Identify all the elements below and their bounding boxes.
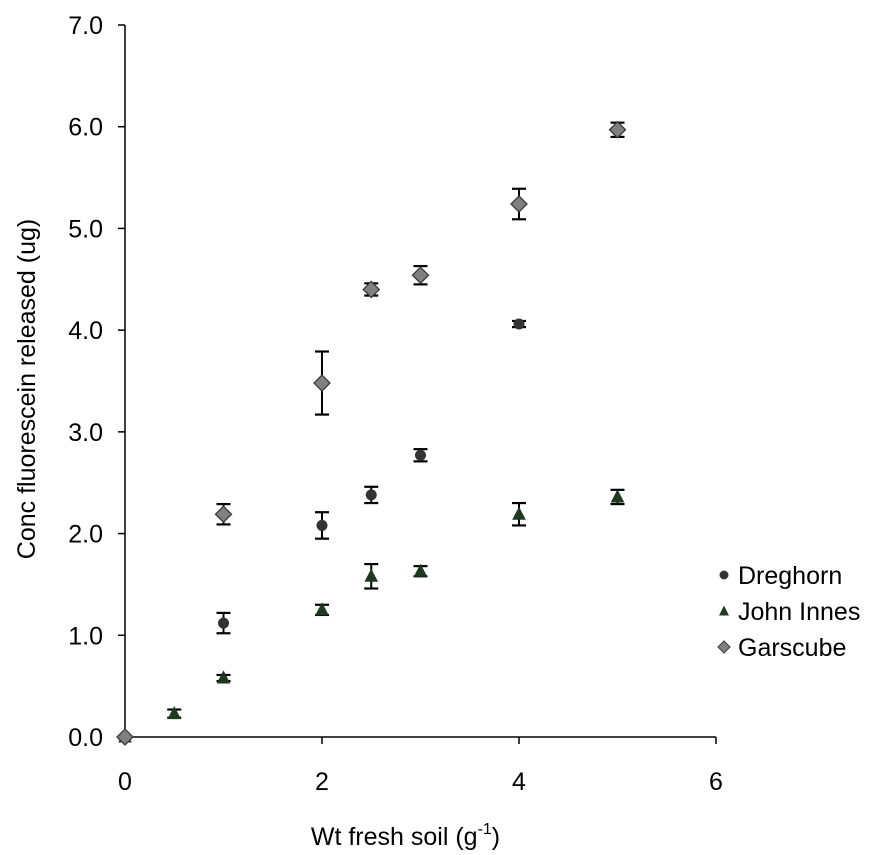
legend-label: Dreghorn [738, 562, 842, 590]
legend-item: Dreghorn [719, 562, 842, 590]
legend-label: John Innes [738, 598, 860, 626]
data-point [167, 706, 182, 720]
x-axis-label: Wt fresh soil (g-1) [311, 821, 500, 851]
y-tick-label: 3.0 [68, 419, 103, 447]
legend: Dreghorn John Innes Garscube [717, 562, 860, 662]
y-tick-label: 4.0 [68, 317, 103, 345]
data-point [364, 568, 379, 582]
data-point [413, 563, 428, 577]
data-point [415, 449, 426, 461]
x-axis-label-superscript: -1 [478, 821, 492, 838]
y-axis-ticks: 0.0 1.0 2.0 3.0 4.0 5.0 6.0 7.0 [68, 12, 125, 752]
legend-item: John Innes [719, 598, 860, 626]
x-tick-label: 0 [118, 768, 132, 796]
data-point [362, 280, 381, 299]
y-tick-label: 5.0 [68, 215, 103, 243]
legend-label: Garscube [738, 634, 846, 662]
series-john-innes [118, 488, 625, 743]
x-axis-label-suffix: ) [492, 823, 500, 851]
x-axis-label-main: Wt fresh soil (g [311, 823, 478, 851]
legend-item: Garscube [717, 634, 846, 662]
y-tick-label: 0.0 [68, 724, 103, 752]
data-point [513, 318, 525, 330]
series-garscube [116, 120, 627, 746]
x-tick-label: 6 [709, 768, 723, 796]
data-point [315, 602, 329, 616]
data-point [313, 374, 331, 392]
y-tick-label: 6.0 [68, 114, 103, 142]
data-point [510, 195, 528, 213]
legend-marker [719, 605, 729, 616]
y-tick-label: 7.0 [68, 12, 103, 40]
legend-marker [717, 640, 731, 654]
y-tick-label: 2.0 [68, 521, 103, 549]
axes [124, 25, 716, 738]
data-point [214, 505, 233, 524]
data-point [218, 617, 229, 629]
data-point [116, 728, 134, 746]
data-point [365, 489, 377, 501]
x-tick-label: 4 [512, 768, 526, 796]
data-point [411, 266, 430, 285]
series-dreghorn [119, 318, 526, 743]
data-point [610, 489, 625, 503]
x-axis-ticks: 0 2 4 6 [118, 737, 723, 796]
data-point [216, 670, 231, 684]
y-tick-label: 1.0 [68, 622, 103, 650]
y-axis-label: Conc fluorescein released (ug) [13, 219, 41, 559]
data-point [512, 506, 526, 520]
legend-marker [719, 570, 729, 580]
x-tick-label: 2 [315, 768, 329, 796]
data-point [316, 519, 328, 531]
data-series [116, 120, 627, 746]
data-point [608, 120, 627, 139]
